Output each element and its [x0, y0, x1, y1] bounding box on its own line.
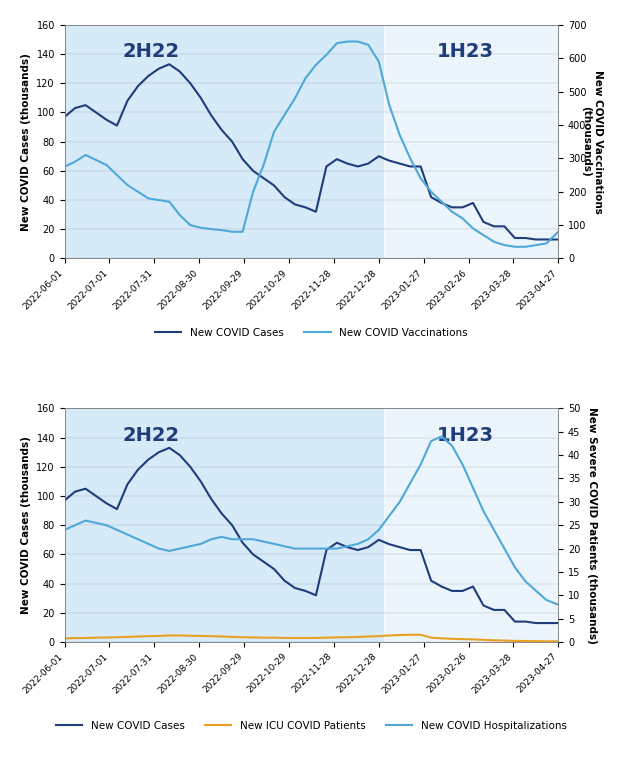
- Y-axis label: New COVID Cases (thousands): New COVID Cases (thousands): [21, 52, 31, 231]
- Legend: New COVID Cases, New COVID Vaccinations: New COVID Cases, New COVID Vaccinations: [151, 324, 472, 342]
- Y-axis label: New COVID Cases (thousands): New COVID Cases (thousands): [21, 436, 31, 614]
- Y-axis label: New COVID Vaccinations
(thousands): New COVID Vaccinations (thousands): [582, 69, 603, 214]
- Y-axis label: New Severe COVID Patients (thousands): New Severe COVID Patients (thousands): [587, 407, 597, 644]
- Legend: New COVID Cases, New ICU COVID Patients, New COVID Hospitalizations: New COVID Cases, New ICU COVID Patients,…: [52, 716, 571, 735]
- Bar: [385, 25, 561, 258]
- Text: 2H22: 2H22: [123, 426, 180, 445]
- Text: 2H22: 2H22: [123, 42, 180, 62]
- Bar: [65, 409, 383, 642]
- Bar: [385, 409, 561, 642]
- Bar: [65, 25, 383, 258]
- Text: 1H23: 1H23: [437, 426, 494, 445]
- Text: 1H23: 1H23: [437, 42, 494, 62]
